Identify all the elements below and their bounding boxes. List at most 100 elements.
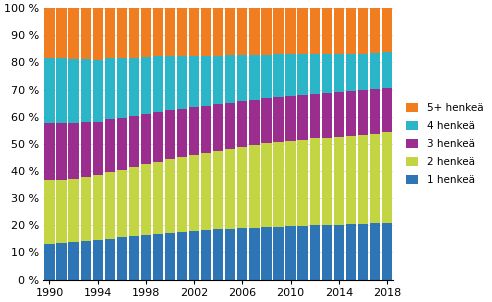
Bar [68, 59, 79, 123]
Bar [237, 101, 247, 147]
Bar [44, 124, 55, 181]
Bar [285, 141, 296, 226]
Bar [358, 90, 368, 135]
Bar [370, 89, 380, 134]
Bar [141, 114, 151, 165]
Bar [189, 108, 199, 155]
Bar [201, 153, 211, 230]
Bar [153, 234, 163, 279]
Bar [44, 244, 55, 279]
Bar [382, 223, 392, 279]
Bar [153, 8, 163, 56]
Bar [92, 60, 103, 122]
Bar [249, 228, 259, 279]
Bar [274, 54, 283, 97]
Bar [141, 8, 151, 57]
Bar [81, 241, 91, 279]
Bar [285, 54, 296, 96]
Bar [105, 239, 115, 279]
Bar [201, 56, 211, 106]
Bar [237, 147, 247, 228]
Bar [225, 149, 235, 229]
Bar [237, 55, 247, 101]
Bar [225, 55, 235, 103]
Bar [249, 55, 259, 100]
Bar [298, 226, 308, 279]
Bar [57, 180, 66, 243]
Bar [44, 58, 55, 124]
Bar [382, 52, 392, 88]
Bar [81, 122, 91, 177]
Bar [322, 225, 332, 279]
Bar [213, 56, 223, 104]
Bar [358, 54, 368, 90]
Bar [322, 8, 332, 54]
Bar [177, 109, 187, 157]
Bar [105, 58, 115, 119]
Bar [346, 136, 356, 224]
Bar [382, 133, 392, 223]
Bar [81, 177, 91, 241]
Bar [68, 242, 79, 279]
Bar [177, 157, 187, 232]
Bar [213, 151, 223, 229]
Bar [346, 8, 356, 54]
Bar [225, 229, 235, 279]
Bar [153, 112, 163, 162]
Bar [274, 8, 283, 54]
Bar [382, 8, 392, 52]
Bar [285, 96, 296, 141]
Bar [358, 135, 368, 224]
Bar [189, 56, 199, 108]
Bar [309, 225, 320, 279]
Bar [309, 138, 320, 225]
Bar [129, 167, 139, 236]
Bar [346, 54, 356, 92]
Bar [346, 224, 356, 279]
Bar [274, 97, 283, 142]
Bar [68, 178, 79, 242]
Bar [201, 230, 211, 279]
Bar [249, 100, 259, 145]
Bar [309, 8, 320, 54]
Bar [92, 240, 103, 279]
Bar [274, 142, 283, 226]
Bar [261, 98, 272, 143]
Bar [117, 8, 127, 58]
Bar [44, 8, 55, 58]
Bar [334, 8, 344, 54]
Bar [105, 119, 115, 172]
Bar [370, 223, 380, 279]
Bar [225, 8, 235, 55]
Bar [298, 140, 308, 226]
Bar [213, 229, 223, 279]
Bar [141, 165, 151, 235]
Bar [57, 123, 66, 180]
Bar [165, 8, 175, 56]
Bar [334, 54, 344, 92]
Bar [57, 58, 66, 123]
Bar [334, 137, 344, 225]
Bar [105, 8, 115, 58]
Bar [237, 8, 247, 55]
Bar [177, 56, 187, 109]
Bar [165, 233, 175, 279]
Bar [165, 56, 175, 111]
Bar [249, 8, 259, 55]
Bar [189, 231, 199, 279]
Bar [213, 8, 223, 56]
Legend: 5+ henkeä, 4 henkeä, 3 henkeä, 2 henkeä, 1 henkeä: 5+ henkeä, 4 henkeä, 3 henkeä, 2 henkeä,… [402, 98, 488, 189]
Bar [334, 225, 344, 279]
Bar [92, 175, 103, 240]
Bar [249, 145, 259, 228]
Bar [57, 243, 66, 279]
Bar [322, 54, 332, 93]
Bar [189, 155, 199, 231]
Bar [298, 95, 308, 140]
Bar [189, 8, 199, 56]
Bar [129, 116, 139, 167]
Bar [177, 232, 187, 279]
Bar [129, 8, 139, 58]
Bar [81, 59, 91, 122]
Bar [165, 159, 175, 233]
